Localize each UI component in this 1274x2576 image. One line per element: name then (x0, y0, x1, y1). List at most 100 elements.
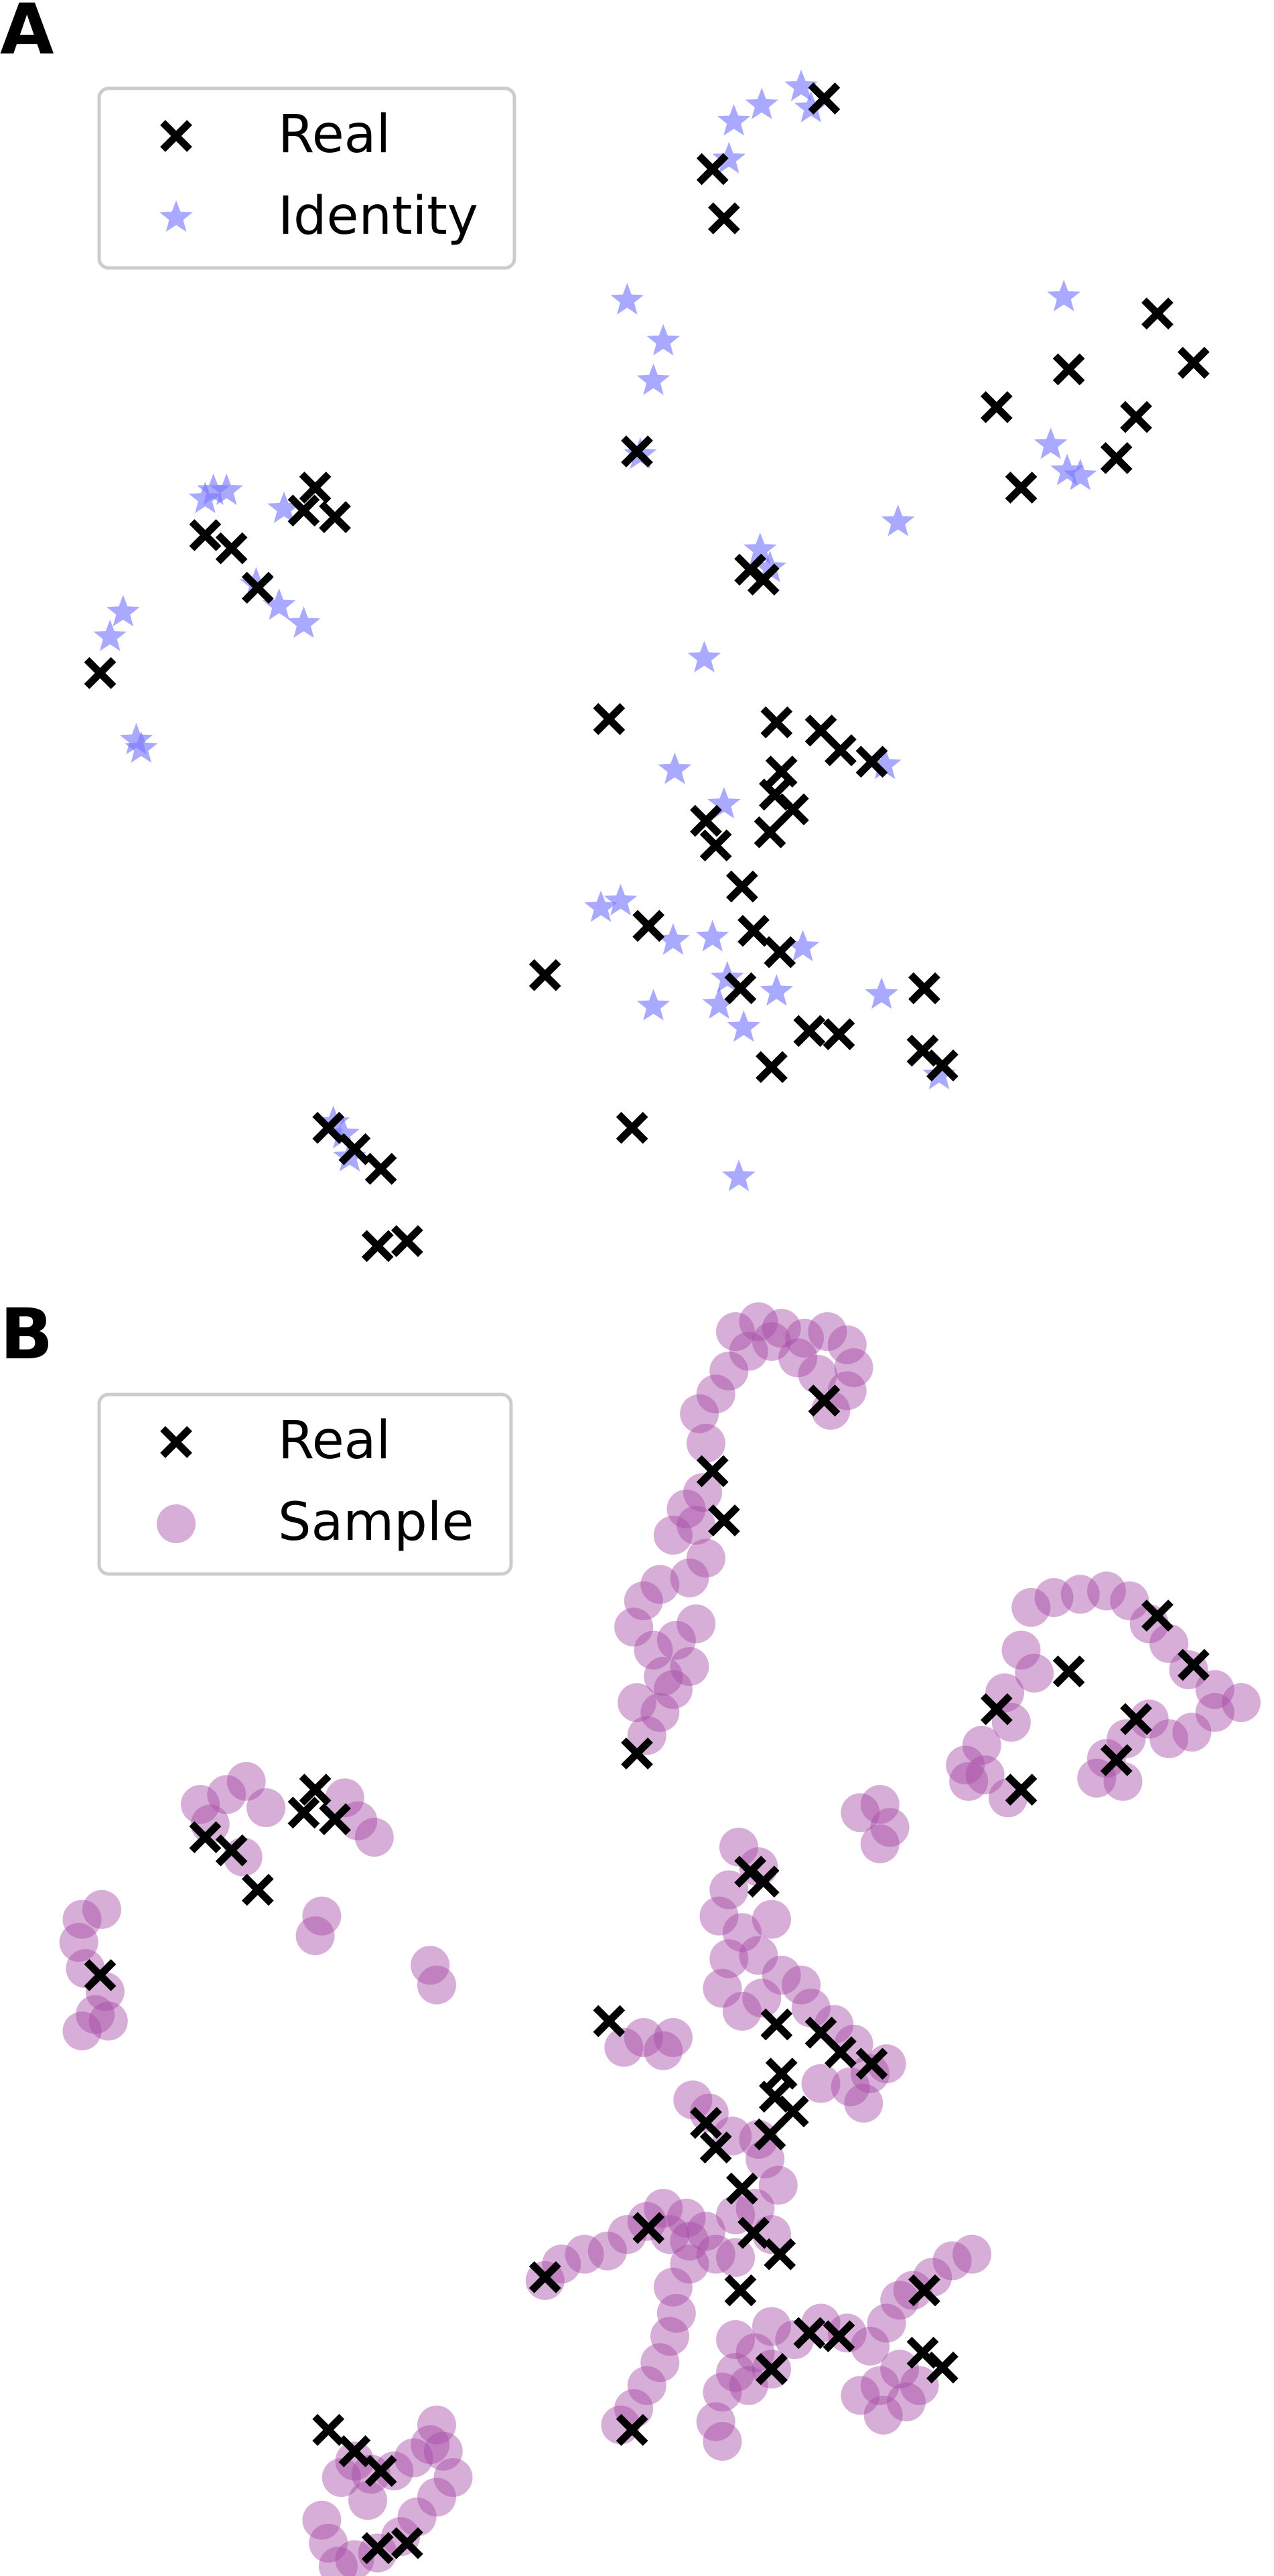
series-real (84, 82, 1210, 1263)
sample-point (696, 2402, 735, 2441)
sample-point (762, 1955, 801, 1995)
identity-point (107, 595, 140, 627)
identity-point (784, 69, 818, 101)
real-point (312, 2413, 345, 2446)
real-point (621, 435, 653, 468)
sample-point (650, 2317, 690, 2356)
sample-point (746, 2139, 785, 2179)
sample-point (348, 2481, 388, 2520)
sample-point (841, 2376, 880, 2415)
sample-point (666, 1489, 706, 1528)
sample-point (322, 2457, 361, 2497)
sample-point (808, 1312, 847, 1352)
real-point (793, 2317, 826, 2350)
identity-point (865, 977, 898, 1009)
sample-point (798, 1354, 837, 1394)
real-point (1178, 1648, 1210, 1681)
real-point (747, 1865, 780, 1898)
sample-point (863, 2395, 903, 2435)
sample-point (640, 1565, 680, 1604)
panel-a-legend-box (97, 86, 516, 270)
real-point (724, 2274, 757, 2307)
sample-point (325, 1778, 364, 1818)
real-point (391, 1225, 423, 1257)
sample-point (758, 2165, 798, 2205)
sample-point (624, 2018, 663, 2058)
identity-point (584, 890, 618, 922)
real-point (825, 2036, 857, 2069)
sample-point (1129, 1699, 1169, 1739)
identity-point (196, 473, 230, 505)
sample-point (1086, 1571, 1126, 1611)
sample-point (1060, 1575, 1100, 1614)
panel-b-label: B (0, 1293, 53, 1375)
real-point (528, 959, 561, 991)
sample-point (752, 2307, 791, 2346)
sample-point (656, 2293, 696, 2333)
sample-point (834, 1348, 873, 1388)
real-point (765, 756, 798, 788)
sample-point (433, 2457, 473, 2497)
sample-point (886, 2382, 926, 2422)
real-point (84, 657, 117, 689)
sample-point (778, 1338, 818, 1378)
real-point (708, 202, 740, 234)
legend-sample-circle-icon (157, 1504, 196, 1543)
sample-point (680, 1394, 719, 1433)
sample-point (965, 1755, 1005, 1794)
sample-point (666, 2198, 706, 2238)
real-point (287, 1796, 320, 1829)
sample-point (782, 1965, 821, 2005)
identity-point (262, 588, 296, 620)
real-point (926, 2351, 959, 2384)
real-point (616, 2413, 648, 2446)
sample-point (1001, 1630, 1041, 1670)
sample-point (394, 2438, 433, 2478)
sample-point (335, 2540, 374, 2576)
sample-point (860, 1824, 900, 1863)
identity-point (786, 930, 820, 962)
real-point (1052, 1655, 1085, 1688)
real-point (760, 706, 793, 739)
real-point (1141, 1599, 1174, 1632)
real-point (808, 82, 841, 115)
panel-a-legend-label-real: Real (278, 104, 391, 165)
real-point (593, 703, 626, 735)
real-point (696, 1455, 729, 1488)
sample-point (397, 2497, 437, 2536)
real-point (287, 494, 320, 527)
sample-point (716, 1312, 756, 1352)
real-point (737, 2216, 770, 2249)
identity-point (658, 752, 692, 784)
sample-point (1195, 1693, 1234, 1732)
sample-point (851, 2326, 890, 2366)
real-point (765, 2058, 798, 2090)
real-point (189, 1821, 222, 1853)
sample-point (742, 1979, 782, 2018)
identity-point (210, 473, 243, 505)
real-point (699, 829, 732, 862)
sample-point (423, 2431, 463, 2471)
sample-point (703, 2422, 742, 2461)
sample-point (634, 1630, 673, 1670)
identity-point (604, 883, 638, 916)
sample-point (860, 1785, 900, 1824)
real-point (690, 804, 722, 837)
sample-point (181, 1785, 220, 1824)
sample-point (670, 1558, 709, 1597)
sample-point (587, 2231, 627, 2271)
identity-point (636, 989, 670, 1021)
sample-point (860, 2366, 900, 2405)
real-point (361, 2532, 394, 2565)
sample-point (656, 1620, 696, 1660)
sample-point (699, 1896, 739, 1936)
real-point (823, 2320, 855, 2353)
identity-point (610, 283, 644, 315)
real-point (754, 2118, 786, 2151)
sample-point (709, 1351, 749, 1390)
sample-point (1149, 1719, 1189, 1758)
real-point (793, 1015, 826, 1048)
real-point (756, 1051, 788, 1084)
sample-point (226, 1762, 266, 1801)
real-point (980, 1693, 1013, 1725)
